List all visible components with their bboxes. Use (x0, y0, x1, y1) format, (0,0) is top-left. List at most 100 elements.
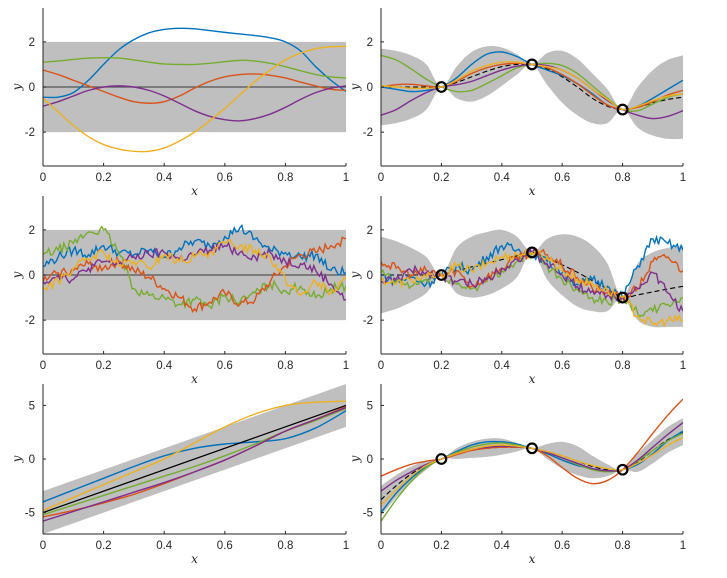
x-tick-label: 0.4 (494, 360, 511, 372)
y-tick-label: 2 (29, 225, 35, 237)
panel-posterior-linear: 0 0.2 0.4 0.6 0.8 1 -5 0 5 x y (348, 384, 686, 566)
x-axis-label: x (529, 372, 536, 386)
panel-posterior-smooth: 0 0.2 0.4 0.6 0.8 1 -2 0 2 x y (348, 8, 686, 198)
sample-series-line (43, 225, 346, 310)
confidence-band (381, 46, 683, 140)
sample-series-line (43, 85, 346, 122)
x-tick-label: 0.4 (156, 172, 173, 184)
x-tick-label: 0.2 (96, 540, 112, 552)
sample-series-line (43, 223, 346, 276)
observation-marker (616, 463, 629, 476)
sample-series-line (43, 406, 346, 522)
sample-series-line (43, 27, 346, 99)
x-tick-label: 0.6 (554, 360, 570, 372)
panel-prior-rough: 0 0.2 0.4 0.6 0.8 1 -2 0 2 x y (10, 196, 349, 386)
sample-series-line (381, 61, 683, 111)
x-tick-label: 0.4 (156, 360, 173, 372)
y-tick-label: 5 (367, 400, 373, 412)
x-tick-label: 0.6 (217, 360, 233, 372)
observation-marker (435, 81, 448, 93)
x-tick-label: 0.4 (494, 172, 511, 184)
x-tick-label: 0.2 (96, 360, 112, 372)
x-axis-label: x (529, 552, 536, 566)
x-tick-label: 0.6 (217, 172, 233, 184)
x-tick-label: 1 (680, 360, 686, 372)
x-tick-label: 0 (40, 360, 46, 372)
observation-marker (616, 291, 629, 304)
y-tick-label: 0 (367, 82, 373, 94)
x-tick-label: 0 (378, 540, 384, 552)
panel-prior-smooth: 0 0.2 0.4 0.6 0.8 1 -2 0 2 x y (10, 8, 349, 198)
y-tick-label: -2 (25, 127, 35, 139)
x-tick-label: 0 (378, 172, 384, 184)
y-axis-label: y (10, 455, 24, 463)
plot-area (381, 398, 683, 522)
y-tick-label: -2 (363, 127, 373, 139)
y-tick-label: 2 (29, 37, 35, 49)
x-axis-label: x (529, 184, 536, 198)
panel-prior-linear: 0 0.2 0.4 0.6 0.8 1 -5 0 5 x y (10, 384, 349, 566)
x-tick-label: 1 (680, 172, 686, 184)
sample-series-line (43, 236, 346, 314)
x-tick-label: 0.2 (433, 172, 449, 184)
observation-marker (526, 58, 538, 71)
sample-series-line (43, 239, 346, 297)
x-tick-label: 0.2 (96, 172, 112, 184)
y-tick-label: 0 (29, 270, 35, 282)
observation-marker (526, 442, 538, 455)
x-tick-label: 0 (40, 540, 46, 552)
y-axis-label: y (10, 83, 24, 91)
x-tick-label: 1 (343, 540, 349, 552)
panel-posterior-rough: 0 0.2 0.4 0.6 0.8 1 -2 0 2 x y (348, 196, 686, 386)
y-tick-label: -2 (25, 315, 35, 327)
x-tick-label: 0.2 (433, 540, 449, 552)
x-tick-label: 0 (40, 172, 46, 184)
plot-area (43, 223, 346, 321)
x-tick-label: 0.6 (554, 540, 570, 552)
plot-area (43, 27, 346, 153)
y-axis-label: y (348, 271, 362, 279)
x-tick-label: 0.4 (156, 540, 173, 552)
sample-series-line (43, 400, 346, 512)
x-tick-label: 0.8 (277, 172, 293, 184)
observation-marker (435, 453, 448, 465)
y-tick-label: -2 (363, 315, 373, 327)
observation-marker (526, 246, 538, 259)
observation-marker (616, 103, 629, 116)
y-tick-label: 0 (367, 270, 373, 282)
x-tick-label: 0.2 (433, 360, 449, 372)
y-tick-label: 2 (367, 225, 373, 237)
x-tick-label: 1 (343, 360, 349, 372)
sample-series-line (381, 247, 683, 328)
y-tick-label: 0 (29, 454, 35, 466)
y-tick-label: -5 (363, 508, 373, 520)
sample-series-line (43, 45, 346, 153)
x-tick-label: 0.6 (554, 172, 570, 184)
x-tick-label: 0.8 (615, 172, 631, 184)
observation-marker (435, 269, 448, 281)
plot-area (381, 229, 683, 328)
y-tick-label: 0 (29, 82, 35, 94)
sample-series-line (43, 410, 346, 503)
y-tick-label: -5 (25, 508, 35, 520)
y-axis-label: y (348, 455, 362, 463)
x-tick-label: 0.4 (494, 540, 511, 552)
x-tick-label: 1 (680, 540, 686, 552)
x-tick-label: 0 (378, 360, 384, 372)
y-axis-label: y (10, 271, 24, 279)
y-tick-label: 2 (367, 37, 373, 49)
x-tick-label: 0.6 (217, 540, 233, 552)
x-tick-label: 1 (343, 172, 349, 184)
sample-series-line (381, 436, 683, 506)
sample-series-line (43, 56, 346, 79)
sample-series-line (43, 241, 346, 301)
x-axis-label: x (191, 552, 198, 566)
y-axis-label: y (348, 83, 362, 91)
y-tick-label: 5 (29, 400, 35, 412)
x-axis-label: x (191, 184, 198, 198)
plot-area (381, 46, 683, 140)
x-tick-label: 0.8 (615, 360, 631, 372)
x-axis-label: x (191, 372, 198, 386)
x-tick-label: 0.8 (277, 540, 293, 552)
